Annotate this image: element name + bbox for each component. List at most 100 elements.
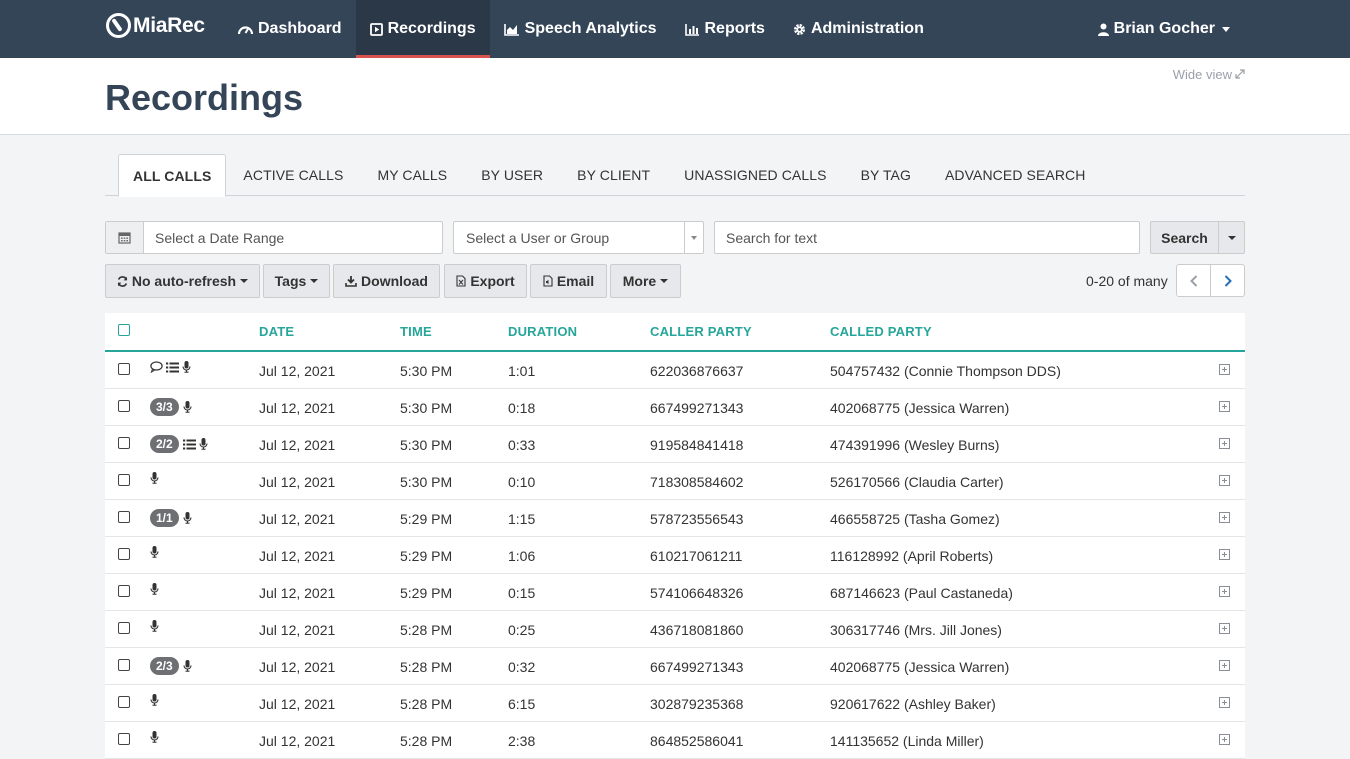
row-indicators <box>150 694 160 706</box>
user-group-select[interactable]: Select a User or Group <box>453 221 704 254</box>
column-header-time[interactable]: TIME <box>400 324 432 339</box>
table-row[interactable]: Jul 12, 2021 5:29 PM 1:06 610217061211 1… <box>105 537 1245 574</box>
tab-my-calls[interactable]: MY CALLS <box>377 167 448 183</box>
expand-row-icon[interactable] <box>1219 697 1230 708</box>
expand-row-icon[interactable] <box>1219 734 1230 745</box>
date-range-field <box>105 221 443 254</box>
cell-called-party: 116128992 (April Roberts) <box>830 548 994 564</box>
cell-duration: 0:32 <box>508 659 536 675</box>
next-page-button[interactable] <box>1210 264 1245 297</box>
caret-down-icon <box>1227 235 1236 240</box>
nav-item-label: Speech Analytics <box>524 20 657 37</box>
table-row[interactable]: 3/3 Jul 12, 2021 5:30 PM 0:18 6674992713… <box>105 389 1245 426</box>
microphone-icon <box>150 583 159 595</box>
expand-row-icon[interactable] <box>1219 660 1230 671</box>
recording-count-badge: 3/3 <box>150 398 179 416</box>
expand-row-icon[interactable] <box>1219 438 1230 449</box>
search-options-dropdown[interactable] <box>1218 221 1245 254</box>
table-row[interactable]: Jul 12, 2021 5:29 PM 0:15 574106648326 6… <box>105 574 1245 611</box>
nav-item-speech-analytics[interactable]: Speech Analytics <box>490 0 671 58</box>
cell-time: 5:29 PM <box>400 511 453 527</box>
table-row[interactable]: 2/3 Jul 12, 2021 5:28 PM 0:32 6674992713… <box>105 648 1245 685</box>
email-button[interactable]: Email <box>530 264 607 298</box>
table-row[interactable]: 1/1 Jul 12, 2021 5:29 PM 1:15 5787235565… <box>105 500 1245 537</box>
nav-item-dashboard[interactable]: Dashboard <box>224 0 356 58</box>
cell-duration: 1:15 <box>508 511 536 527</box>
text-search-field <box>714 221 1140 254</box>
tab-unassigned-calls[interactable]: UNASSIGNED CALLS <box>684 167 827 183</box>
list-icon <box>182 439 196 450</box>
row-checkbox[interactable] <box>118 400 130 412</box>
table-row[interactable]: Jul 12, 2021 5:30 PM 1:01 622036876637 5… <box>105 352 1245 389</box>
cell-time: 5:30 PM <box>400 474 453 490</box>
expand-row-icon[interactable] <box>1219 475 1230 486</box>
wide-view-link[interactable]: Wide view <box>1173 67 1245 82</box>
cell-date: Jul 12, 2021 <box>259 696 336 712</box>
column-header-date[interactable]: DATE <box>259 324 295 339</box>
column-header-called-party[interactable]: CALLED PARTY <box>830 324 932 339</box>
cell-called-party: 466558725 (Tasha Gomez) <box>830 511 1000 527</box>
bar-chart-icon <box>684 23 700 36</box>
tab-by-tag[interactable]: BY TAG <box>860 167 911 183</box>
user-menu[interactable]: Brian Gocher <box>1097 0 1230 58</box>
column-header-duration[interactable]: DURATION <box>508 324 578 339</box>
column-header-caller-party[interactable]: CALLER PARTY <box>650 324 752 339</box>
expand-row-icon[interactable] <box>1219 512 1230 523</box>
previous-page-button[interactable] <box>1176 264 1211 297</box>
select-all-checkbox[interactable] <box>118 324 130 336</box>
table-row[interactable]: Jul 12, 2021 5:30 PM 0:10 718308584602 5… <box>105 463 1245 500</box>
cell-called-party: 141135652 (Linda Miller) <box>830 733 984 749</box>
nav-item-recordings[interactable]: Recordings <box>355 0 490 58</box>
table-row[interactable]: Jul 12, 2021 5:28 PM 2:38 864852586041 1… <box>105 722 1245 759</box>
cell-duration: 0:25 <box>508 622 536 638</box>
row-checkbox[interactable] <box>118 733 130 745</box>
file-audio-icon <box>543 275 553 287</box>
export-button[interactable]: Export <box>444 264 527 298</box>
tab-active-calls[interactable]: ACTIVE CALLS <box>243 167 344 183</box>
tab-by-client[interactable]: BY CLIENT <box>577 167 651 183</box>
microphone-icon <box>150 694 159 706</box>
table-row[interactable]: Jul 12, 2021 5:28 PM 0:25 436718081860 3… <box>105 611 1245 648</box>
cell-date: Jul 12, 2021 <box>259 659 336 675</box>
row-checkbox[interactable] <box>118 696 130 708</box>
nav-item-administration[interactable]: Administration <box>779 0 938 58</box>
row-checkbox[interactable] <box>118 622 130 634</box>
microphone-icon <box>182 361 191 373</box>
microphone-icon <box>150 731 159 743</box>
expand-row-icon[interactable] <box>1219 549 1230 560</box>
cell-called-party: 474391996 (Wesley Burns) <box>830 437 1000 453</box>
wide-view-label: Wide view <box>1172 67 1232 82</box>
more-button[interactable]: More <box>610 264 681 298</box>
export-label: Export <box>470 273 515 289</box>
expand-row-icon[interactable] <box>1219 623 1230 634</box>
paging-info: 0-20 of many <box>1086 273 1168 289</box>
cell-duration: 1:01 <box>508 363 536 379</box>
tab-all-calls[interactable]: ALL CALLS <box>118 154 227 197</box>
brand-logo[interactable]: MiaRec <box>106 13 205 38</box>
tab-by-user[interactable]: BY USER <box>481 167 544 183</box>
auto-refresh-button[interactable]: No auto-refresh <box>105 264 260 298</box>
tags-button[interactable]: Tags <box>263 264 330 298</box>
download-button[interactable]: Download <box>333 264 440 298</box>
table-row[interactable]: 2/2 Jul 12, 2021 5:30 PM 0:33 9195848414… <box>105 426 1245 463</box>
row-checkbox[interactable] <box>118 437 130 449</box>
dashboard-icon <box>238 23 253 36</box>
search-button[interactable]: Search <box>1150 221 1219 254</box>
cell-duration: 0:15 <box>508 585 536 601</box>
tab-advanced-search[interactable]: ADVANCED SEARCH <box>944 167 1086 183</box>
row-checkbox[interactable] <box>118 585 130 597</box>
expand-row-icon[interactable] <box>1219 586 1230 597</box>
calendar-icon[interactable] <box>106 222 144 253</box>
row-checkbox[interactable] <box>118 548 130 560</box>
row-checkbox[interactable] <box>118 474 130 486</box>
text-search-input[interactable] <box>715 222 1139 253</box>
cell-called-party: 402068775 (Jessica Warren) <box>830 659 1010 675</box>
nav-item-reports[interactable]: Reports <box>671 0 779 58</box>
table-row[interactable]: Jul 12, 2021 5:28 PM 6:15 302879235368 9… <box>105 685 1245 722</box>
row-checkbox[interactable] <box>118 659 130 671</box>
expand-row-icon[interactable] <box>1219 364 1230 375</box>
date-range-input[interactable] <box>144 222 442 253</box>
row-checkbox[interactable] <box>118 511 130 523</box>
row-checkbox[interactable] <box>118 363 130 375</box>
expand-row-icon[interactable] <box>1219 401 1230 412</box>
